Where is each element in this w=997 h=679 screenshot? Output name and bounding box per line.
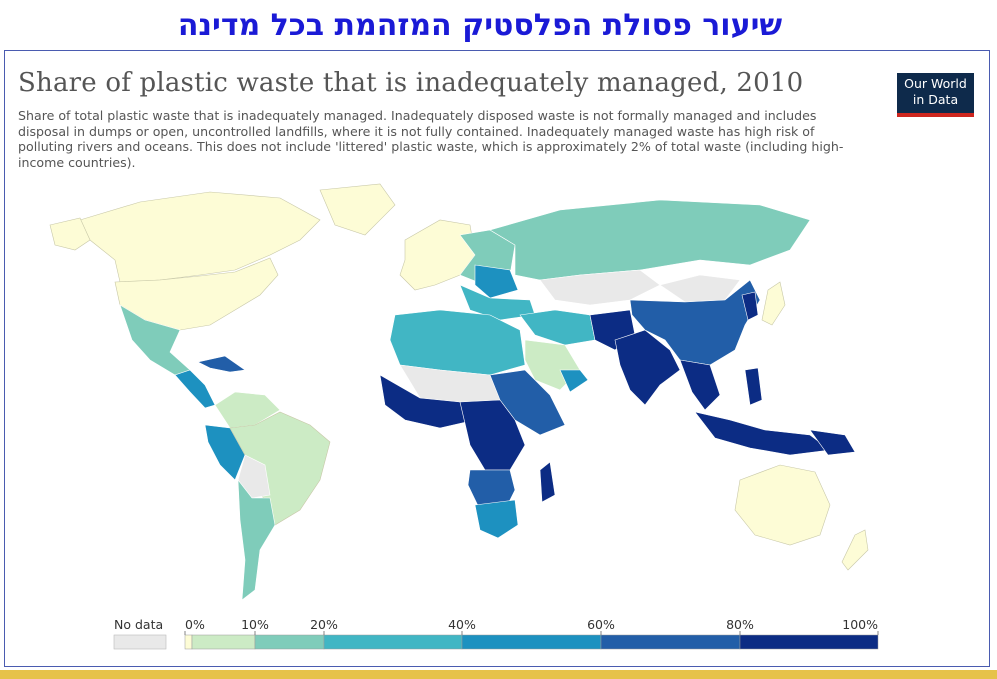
map-region-canada[interactable] (79, 191, 321, 283)
chart-subtitle: Share of total plastic waste that is ina… (18, 108, 844, 170)
map-region-korea[interactable] (741, 291, 759, 321)
map-region-argentina-chile[interactable] (237, 479, 276, 601)
map-region-caribbean[interactable] (197, 355, 246, 373)
map-region-india[interactable] (614, 329, 681, 406)
map-region-north-africa[interactable] (389, 309, 526, 376)
map-region-madagascar[interactable] (539, 461, 556, 503)
legend-no-data-swatch (113, 634, 167, 650)
map-region-south-africa[interactable] (474, 499, 519, 539)
map-region-mongolia[interactable] (659, 274, 741, 303)
map-region-bolivia-paraguay[interactable] (237, 454, 271, 499)
map-region-alaska[interactable] (49, 217, 91, 251)
map-region-australia[interactable] (734, 464, 831, 546)
legend-tick-label-1: 10% (241, 617, 269, 632)
color-legend: No data 0% 10% 20% 40% 60% 80% 100% (113, 617, 879, 650)
legend-tick-label-2: 20% (310, 617, 338, 632)
logo-line-1: Our World (904, 76, 967, 91)
owid-logo[interactable]: Our World in Data (897, 73, 974, 117)
map-region-southern-africa[interactable] (467, 469, 516, 511)
legend-tick-label-3: 40% (448, 617, 476, 632)
page-header-title: שיעור פסולת הפלסטיק המזהמת בכל מדינה (177, 8, 783, 43)
map-region-west-africa[interactable] (379, 374, 476, 429)
map-region-china[interactable] (629, 279, 761, 366)
map-region-greenland[interactable] (319, 183, 396, 236)
legend-tick-label-5: 80% (726, 617, 754, 632)
legend-bin-2[interactable] (254, 634, 325, 650)
map-region-philippines[interactable] (744, 367, 763, 406)
legend-bin-6[interactable] (739, 634, 879, 650)
legend-tick-label-0: 0% (185, 617, 205, 632)
legend-bin-0[interactable] (184, 634, 193, 650)
legend-tick-label-6: 100% (842, 617, 878, 632)
world-map (49, 183, 869, 601)
map-region-indonesia[interactable] (694, 411, 831, 456)
map-region-ukraine-belarus[interactable] (474, 264, 519, 299)
legend-bin-1[interactable] (191, 634, 256, 650)
logo-line-2: in Data (912, 92, 959, 107)
legend-bin-5[interactable] (600, 634, 741, 650)
map-region-central-asia[interactable] (539, 269, 661, 306)
legend-bin-3[interactable] (323, 634, 463, 650)
bottom-accent-bar (0, 670, 997, 679)
map-region-iran-iraq[interactable] (519, 309, 596, 346)
map-region-japan[interactable] (761, 281, 786, 326)
legend-tick-label-4: 60% (587, 617, 615, 632)
map-region-papua[interactable] (809, 429, 856, 456)
map-region-central-america[interactable] (174, 369, 216, 409)
map-region-central-africa[interactable] (459, 399, 526, 471)
map-region-western-europe[interactable] (399, 219, 476, 291)
legend-no-data-label: No data (114, 617, 163, 632)
legend-scale (184, 634, 879, 650)
chart-title: Share of plastic waste that is inadequat… (18, 68, 804, 98)
map-region-yemen-oman[interactable] (559, 369, 589, 393)
map-region-russia[interactable] (489, 199, 811, 281)
map-region-southeast-asia[interactable] (679, 359, 721, 411)
legend-bin-4[interactable] (461, 634, 602, 650)
legend-tick-labels: 0% 10% 20% 40% 60% 80% 100% (184, 617, 879, 635)
map-region-new-zealand[interactable] (841, 529, 869, 571)
